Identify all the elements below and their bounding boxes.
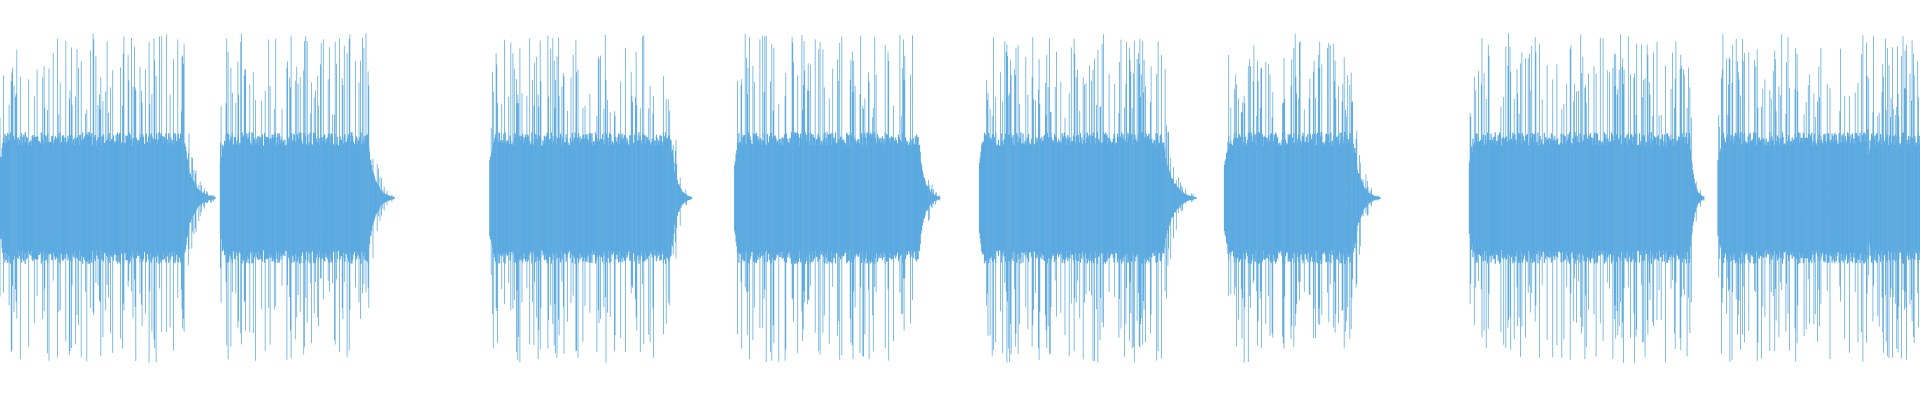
- wave-peaks: [0, 33, 214, 363]
- wave-peaks: [986, 34, 1194, 363]
- wave-body: [979, 132, 1197, 264]
- wave-peaks: [737, 34, 940, 363]
- wave-peaks: [490, 34, 687, 363]
- wave-peaks: [1718, 34, 1872, 362]
- wave-peaks: [1228, 33, 1379, 363]
- wave-peaks: [1469, 33, 1705, 363]
- wave-peaks: [1867, 36, 1919, 360]
- wave-peaks: [220, 33, 393, 361]
